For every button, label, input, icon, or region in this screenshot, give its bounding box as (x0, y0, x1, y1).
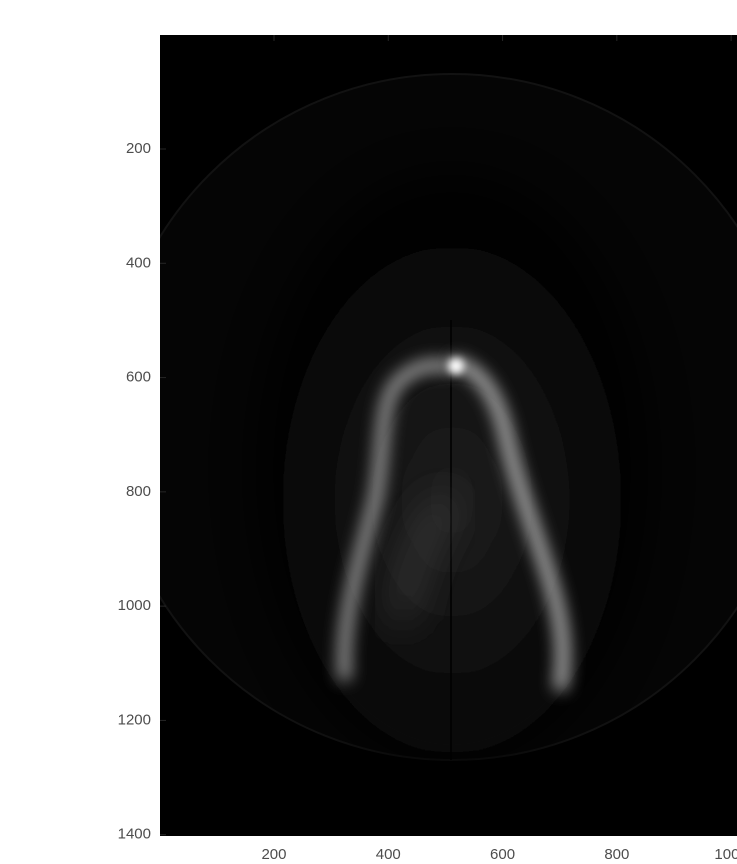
x-tick-label: 600 (490, 846, 515, 863)
x-tick-label: 1000 (714, 846, 737, 863)
x-tick-label: 800 (604, 846, 629, 863)
x-tick-label: 200 (261, 846, 286, 863)
y-tick-label: 400 (126, 254, 151, 271)
x-tick-label: 400 (376, 846, 401, 863)
y-tick-label: 1400 (118, 826, 151, 843)
y-tick-label: 200 (126, 140, 151, 157)
image (160, 35, 737, 836)
axes: 200 400 600 800 1000 1200 1400 200 400 600 800 1000 (118, 35, 737, 863)
y-tick-label: 1200 (118, 711, 151, 728)
y-tick-label: 800 (126, 483, 151, 500)
y-tick-label: 1000 (118, 597, 151, 614)
y-tick-label: 600 (126, 369, 151, 386)
